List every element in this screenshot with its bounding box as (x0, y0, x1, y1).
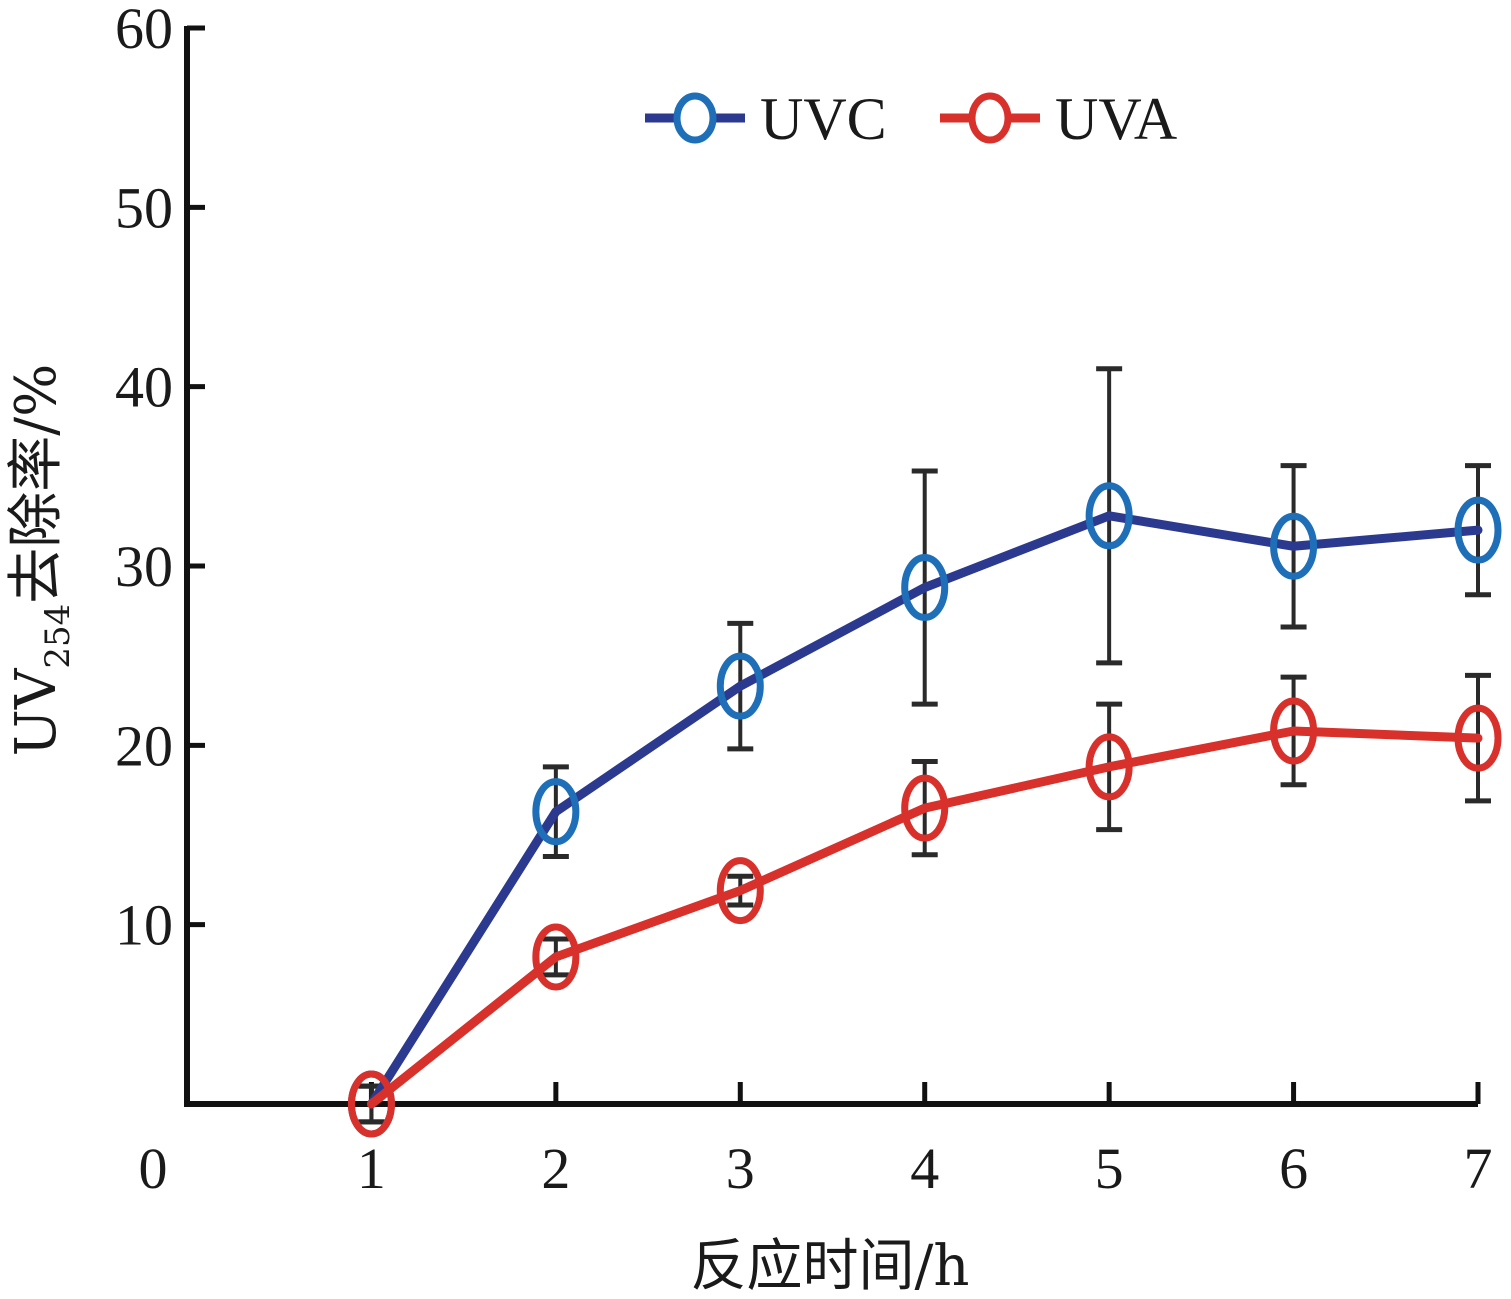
series-line-uvc (366, 511, 1483, 1109)
x-tick-label-5: 5 (1095, 1136, 1124, 1201)
data-point-uvc-6 (1270, 512, 1318, 580)
y-tick-label-10: 10 (115, 893, 173, 958)
data-point-uvc-7 (1454, 496, 1502, 564)
x-tick-label-4: 4 (910, 1136, 939, 1201)
legend-label-uva: UVA (1055, 86, 1177, 152)
data-point-uva-3 (716, 857, 764, 925)
y-axis-title-main: UV (4, 667, 69, 756)
series-line-uva (366, 726, 1483, 1109)
error-bars (358, 366, 1491, 1125)
data-point-uva-4 (901, 774, 949, 842)
data-point-uvc-2 (532, 778, 580, 846)
x-tick-label-3: 3 (726, 1136, 755, 1201)
data-point-uva-6 (1270, 697, 1318, 765)
y-tick-label-50: 50 (115, 175, 173, 240)
data-point-uva-5 (1085, 733, 1133, 801)
y-tick-label-40: 40 (115, 355, 173, 420)
series-layer (347, 482, 1502, 1138)
legend-marker-uva (968, 92, 1012, 144)
legend: UVC UVA (645, 86, 1177, 152)
data-point-uva-2 (532, 923, 580, 991)
legend-item-uvc: UVC (645, 86, 887, 152)
legend-label-uvc: UVC (760, 86, 887, 152)
y-tick-label-60: 60 (115, 0, 173, 61)
axes: 10 20 30 40 50 60 0 1 2 3 4 5 6 7 (115, 0, 1493, 1201)
x-tick-label-6: 6 (1279, 1136, 1308, 1201)
y-axis-title-subscript: 254 (38, 604, 78, 669)
y-axis-title-tail: 去除率/% (4, 364, 69, 604)
y-tick-label-20: 20 (115, 713, 173, 778)
data-point-uvc-5 (1085, 482, 1133, 550)
data-point-uva-1 (347, 1070, 395, 1138)
data-point-uvc-4 (901, 554, 949, 622)
x-tick-label-7: 7 (1464, 1136, 1493, 1201)
x-tick-label-2: 2 (541, 1136, 570, 1201)
y-axis-title: UV254去除率/% (4, 364, 78, 757)
y-tick-label-30: 30 (115, 534, 173, 599)
legend-marker-uvc (673, 92, 717, 144)
x-tick-label-1: 1 (357, 1136, 386, 1201)
data-point-uvc-3 (716, 652, 764, 720)
x-axis-title: 反应时间/h (691, 1234, 970, 1299)
data-point-uva-7 (1454, 704, 1502, 772)
x-tick-label-0: 0 (139, 1136, 168, 1201)
legend-item-uva: UVA (940, 86, 1177, 152)
